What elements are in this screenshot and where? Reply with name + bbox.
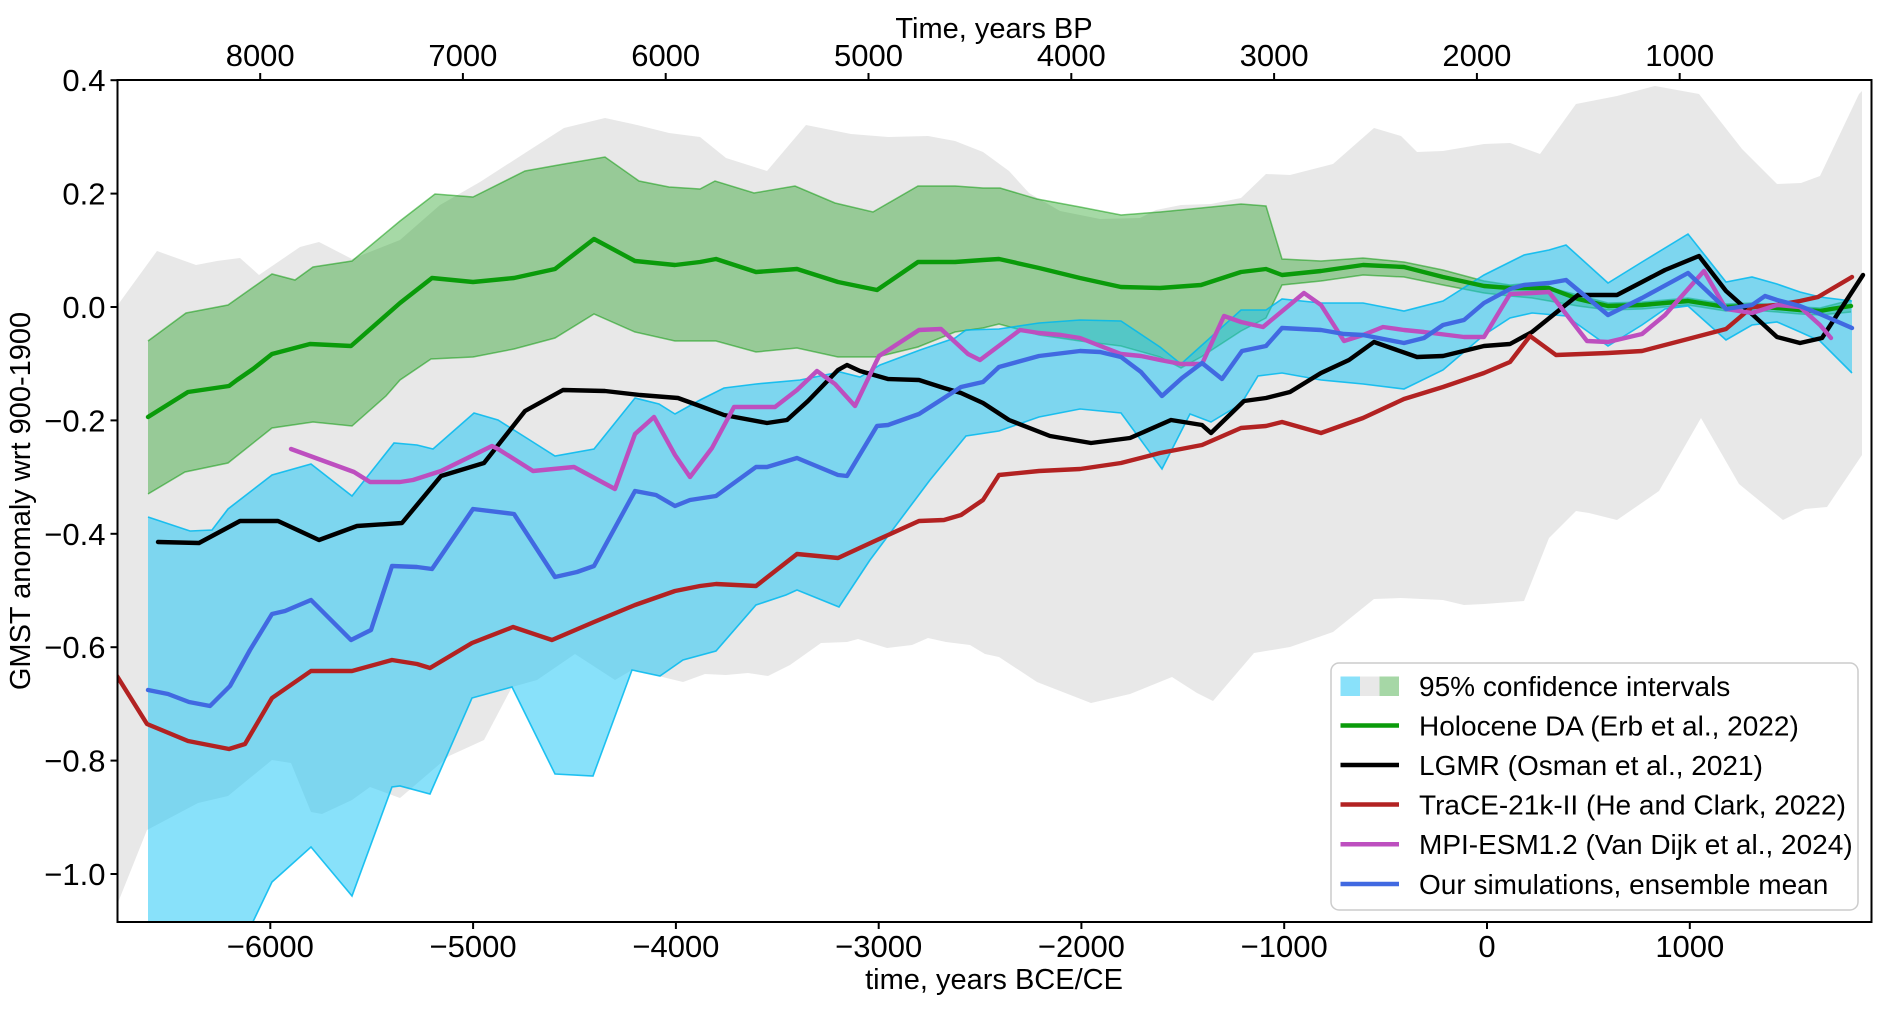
svg-text:−0.6: −0.6 — [44, 630, 105, 665]
svg-text:−4000: −4000 — [632, 929, 719, 964]
svg-text:1000: 1000 — [1655, 929, 1724, 964]
svg-text:Time, years BP: Time, years BP — [895, 13, 1092, 45]
svg-text:TraCE-21k-II (He and Clark, 20: TraCE-21k-II (He and Clark, 2022) — [1419, 790, 1846, 821]
svg-text:2000: 2000 — [1442, 38, 1511, 73]
svg-text:0: 0 — [1478, 929, 1495, 964]
svg-text:−3000: −3000 — [835, 929, 922, 964]
svg-text:−0.4: −0.4 — [44, 517, 105, 552]
svg-text:8000: 8000 — [226, 38, 295, 73]
svg-text:−1.0: −1.0 — [44, 857, 105, 892]
svg-text:0.0: 0.0 — [62, 290, 105, 325]
svg-text:MPI-ESM1.2 (Van Dijk et al., 2: MPI-ESM1.2 (Van Dijk et al., 2024) — [1419, 829, 1853, 860]
svg-text:0.4: 0.4 — [62, 63, 105, 98]
svg-text:GMST anomaly wrt 900-1900: GMST anomaly wrt 900-1900 — [5, 312, 37, 690]
svg-text:−5000: −5000 — [430, 929, 517, 964]
svg-text:6000: 6000 — [631, 38, 700, 73]
svg-text:−2000: −2000 — [1038, 929, 1125, 964]
svg-text:−0.2: −0.2 — [44, 403, 105, 438]
svg-text:4000: 4000 — [1037, 38, 1106, 73]
svg-text:0.2: 0.2 — [62, 177, 105, 212]
svg-text:7000: 7000 — [428, 38, 497, 73]
svg-text:LGMR (Osman et al., 2021): LGMR (Osman et al., 2021) — [1419, 750, 1763, 781]
svg-text:−6000: −6000 — [227, 929, 314, 964]
svg-text:5000: 5000 — [834, 38, 903, 73]
svg-text:−0.8: −0.8 — [44, 744, 105, 779]
svg-text:Holocene DA (Erb et al., 2022): Holocene DA (Erb et al., 2022) — [1419, 711, 1799, 742]
svg-text:time, years BCE/CE: time, years BCE/CE — [865, 964, 1123, 996]
svg-text:95% confidence intervals: 95% confidence intervals — [1419, 671, 1730, 702]
svg-text:−1000: −1000 — [1241, 929, 1328, 964]
svg-text:1000: 1000 — [1645, 38, 1714, 73]
svg-text:Our simulations, ensemble mean: Our simulations, ensemble mean — [1419, 869, 1828, 900]
svg-text:3000: 3000 — [1240, 38, 1309, 73]
